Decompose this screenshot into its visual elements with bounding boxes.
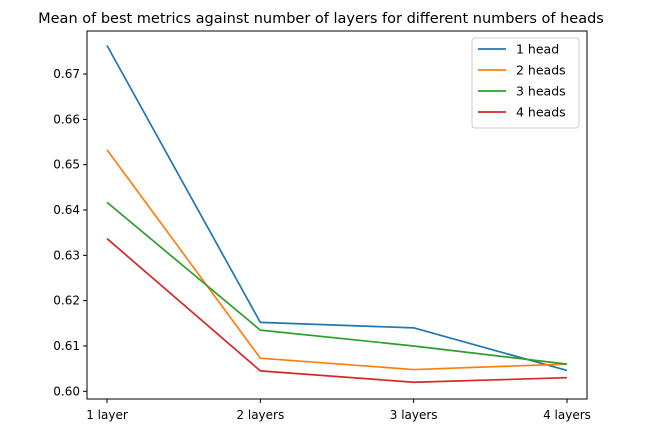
legend-label: 3 heads (516, 84, 566, 99)
series-line-2-heads (106, 149, 568, 371)
series-line-4-heads (106, 237, 568, 384)
x-axis: 1 layer 2 layers 3 layers 4 layers (86, 399, 591, 422)
plot-frame (86, 30, 588, 400)
y-tick-label: 0.64 (53, 203, 80, 217)
y-tick-label: 0.60 (53, 384, 80, 398)
y-axis: 0.60 0.61 0.62 0.63 0.64 0.65 0.66 0.67 (53, 67, 87, 398)
legend-label: 2 heads (516, 63, 566, 78)
legend: 1 head 2 heads 3 heads 4 heads (471, 37, 580, 129)
legend-label: 1 head (516, 42, 559, 57)
x-tick-label: 2 layers (236, 408, 284, 422)
y-tick-label: 0.66 (53, 112, 80, 126)
y-tick-label: 0.67 (53, 67, 80, 81)
x-tick-label: 1 layer (86, 408, 128, 422)
y-tick-label: 0.63 (53, 248, 80, 262)
series-line-3-heads (106, 201, 568, 365)
y-tick-label: 0.62 (53, 294, 80, 308)
x-tick-label: 3 layers (390, 408, 438, 422)
legend-label: 4 heads (516, 105, 566, 120)
y-tick-label: 0.65 (53, 158, 80, 172)
chart-title: Mean of best metrics against number of l… (38, 11, 604, 27)
x-tick-label: 4 layers (543, 408, 591, 422)
plot-area (86, 30, 588, 400)
legend-box (471, 37, 580, 129)
y-tick-label: 0.61 (53, 339, 80, 353)
series-lines (106, 45, 568, 384)
series-line-1-head (106, 45, 568, 372)
